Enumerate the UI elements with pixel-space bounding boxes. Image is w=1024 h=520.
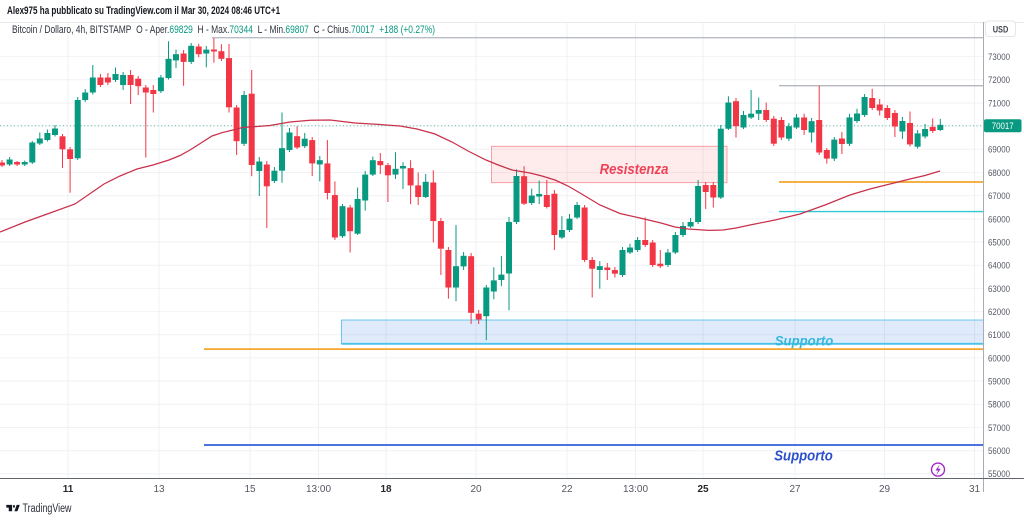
svg-text:Supporto: Supporto <box>775 333 834 349</box>
svg-text:13:00: 13:00 <box>623 484 648 495</box>
svg-text:15: 15 <box>244 484 256 495</box>
svg-text:57000: 57000 <box>988 423 1010 434</box>
svg-text:61000: 61000 <box>988 330 1010 341</box>
svg-text:65000: 65000 <box>988 237 1010 248</box>
svg-text:31: 31 <box>969 484 981 495</box>
svg-text:25: 25 <box>697 484 709 495</box>
svg-text:60000: 60000 <box>988 353 1010 364</box>
svg-text:69000: 69000 <box>988 145 1010 156</box>
svg-text:58000: 58000 <box>988 400 1010 411</box>
svg-text:67000: 67000 <box>988 191 1010 202</box>
svg-text:56000: 56000 <box>988 446 1010 457</box>
svg-text:11: 11 <box>63 484 74 495</box>
svg-text:55000: 55000 <box>988 469 1010 480</box>
svg-text:72000: 72000 <box>988 75 1010 86</box>
svg-text:62000: 62000 <box>988 307 1010 318</box>
svg-text:13:00: 13:00 <box>306 484 331 495</box>
svg-text:66000: 66000 <box>988 214 1010 225</box>
svg-text:Resistenza: Resistenza <box>600 162 669 178</box>
svg-text:63000: 63000 <box>988 284 1010 295</box>
svg-text:20: 20 <box>470 484 482 495</box>
svg-text:73000: 73000 <box>988 52 1010 63</box>
svg-text:59000: 59000 <box>988 377 1010 388</box>
svg-text:22: 22 <box>561 484 573 495</box>
svg-text:Supporto: Supporto <box>774 449 833 465</box>
svg-text:13: 13 <box>153 484 165 495</box>
svg-text:71000: 71000 <box>988 98 1010 109</box>
svg-text:USD: USD <box>993 25 1009 35</box>
svg-text:70017: 70017 <box>992 121 1014 132</box>
svg-text:18: 18 <box>380 484 392 495</box>
svg-text:68000: 68000 <box>988 168 1010 179</box>
svg-text:TradingView: TradingView <box>23 503 73 515</box>
svg-text:29: 29 <box>879 484 891 495</box>
svg-text:27: 27 <box>789 484 801 495</box>
svg-text:64000: 64000 <box>988 261 1010 272</box>
